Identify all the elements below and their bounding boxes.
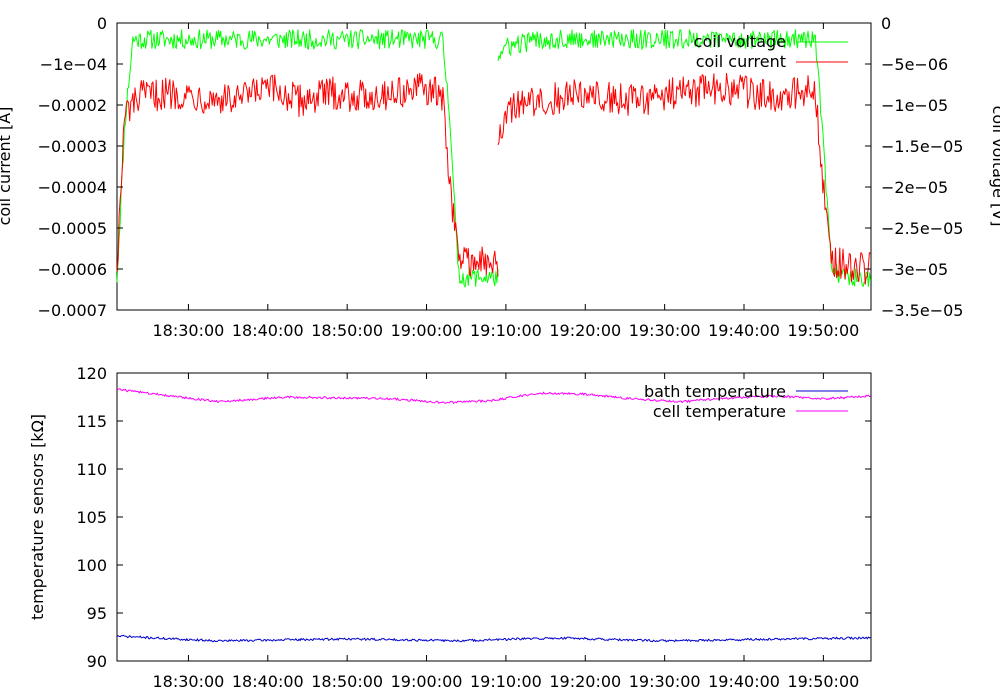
bottom-x-tick-label: 19:50:00 [787,672,859,691]
bottom-x-tick-label: 18:50:00 [311,672,383,691]
top-legend: coil voltage coil current [694,32,848,71]
bottom-y-tick-label: 110 [76,460,107,479]
top-y-axis-title: coil current [A] [0,107,14,226]
top-y2-tick-label: −5e−06 [881,55,948,74]
bottom-y-tick-label: 115 [76,412,107,431]
bottom-x-tick-label: 19:40:00 [708,672,780,691]
top-y-tick-label: −0.0004 [38,178,107,197]
top-ticks-group: 18:30:00 18:40:00 18:50:00 19:00:00 19:10:00… [38,14,964,340]
bottom-y-tick-label: 105 [76,508,107,527]
top-y-tick-label: 0 [97,14,107,33]
bottom-y-tick-label: 95 [87,604,107,623]
top-x-tick-label: 19:20:00 [549,321,621,340]
series-line-coil-voltage-segment-2 [497,29,871,288]
top-x-tick-label: 19:10:00 [470,321,542,340]
top-y2-tick-label: −1.5e−05 [881,137,963,156]
legend-label-bath-temperature: bath temperature [644,382,786,401]
bottom-x-tick-label: 19:20:00 [549,672,621,691]
bottom-series-group [116,388,871,643]
bottom-legend: bath temperature cell temperature [644,382,848,421]
top-y-tick-label: −0.0002 [38,96,107,115]
top-x-tick-label: 18:30:00 [153,321,225,340]
top-y2-tick-label: −3e−05 [881,260,948,279]
legend-label-coil-current: coil current [696,52,786,71]
top-x-tick-label: 19:40:00 [708,321,780,340]
bottom-y-tick-label: 120 [76,364,107,383]
top-x-tick-label: 19:30:00 [629,321,701,340]
top-y-tick-label: −0.0007 [38,301,107,320]
top-plot-frame [116,22,872,311]
top-y-tick-label: −0.0003 [38,137,107,156]
top-x-tick-label: 18:40:00 [232,321,304,340]
top-x-tick-label: 19:50:00 [787,321,859,340]
top-x-tick-label: 18:50:00 [311,321,383,340]
bottom-y-axis-title: temperature sensors [kΩ] [28,414,47,620]
top-y-tick-label: −0.0005 [38,219,107,238]
top-series-group [116,29,871,288]
top-y2-axis-title: coil voltage [V] [989,106,1000,227]
bottom-panel: 18:30:00 18:40:00 18:50:00 19:00:00 19:10:00… [28,364,872,691]
bottom-y-tick-label: 100 [76,556,107,575]
bottom-ticks-group: 18:30:00 18:40:00 18:50:00 19:00:00 19:10:00… [76,364,871,691]
bottom-x-tick-label: 19:00:00 [391,672,463,691]
series-line-coil-current-segment-2 [497,72,871,285]
legend-label-coil-voltage: coil voltage [694,32,786,51]
bottom-x-tick-label: 18:40:00 [232,672,304,691]
top-x-tick-label: 19:00:00 [391,321,463,340]
bottom-x-tick-label: 18:30:00 [153,672,225,691]
series-line-coil-current [116,72,499,277]
top-y2-tick-label: 0 [881,14,891,33]
top-y-tick-label: −0.0006 [38,260,107,279]
legend-label-cell-temperature: cell temperature [653,402,786,421]
top-panel: 18:30:00 18:40:00 18:50:00 19:00:00 19:10:00… [0,14,1000,340]
series-line-cell-temperature [116,388,871,404]
series-line-coil-voltage [116,29,499,288]
top-y2-tick-label: −2e−05 [881,178,948,197]
bottom-y-tick-label: 90 [87,652,107,671]
series-line-bath-temperature [116,634,871,643]
top-y-tick-label: −1e−04 [40,55,107,74]
top-y2-tick-label: −1e−05 [881,96,948,115]
bottom-x-tick-label: 19:30:00 [629,672,701,691]
top-y2-tick-label: −2.5e−05 [881,219,963,238]
top-y2-tick-label: −3.5e−05 [881,301,963,320]
bottom-x-tick-label: 19:10:00 [470,672,542,691]
